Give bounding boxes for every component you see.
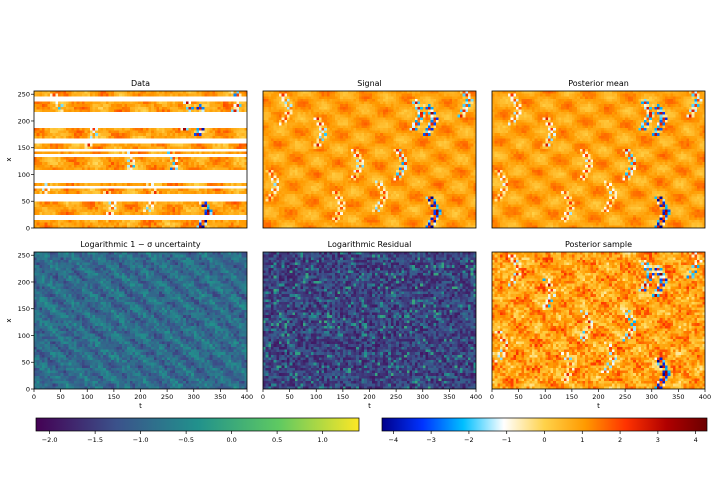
- colorbar-tick-label: 2: [618, 436, 622, 444]
- x-tick-label: 150: [108, 393, 120, 401]
- colorbar-tick-label: −2.0: [42, 436, 58, 444]
- y-axis-label: x: [5, 157, 13, 161]
- x-tick-label: 50: [285, 393, 293, 401]
- x-tick-label: 200: [134, 393, 146, 401]
- x-tick-label: 150: [337, 393, 349, 401]
- x-tick-label: 300: [188, 393, 200, 401]
- x-tick-label: 100: [310, 393, 322, 401]
- x-tick-label: 250: [390, 393, 402, 401]
- x-tick-label: 400: [699, 393, 711, 401]
- heatmap-image: [34, 252, 247, 389]
- panel-title: Posterior sample: [565, 240, 632, 249]
- x-tick-label: 0: [32, 393, 36, 401]
- colorbar-tick-label: 0.0: [226, 436, 236, 444]
- x-tick-label: 100: [81, 393, 93, 401]
- colorbar-tick-label: −1: [502, 436, 512, 444]
- x-tick-label: 250: [619, 393, 631, 401]
- x-axis-label: t: [597, 402, 600, 410]
- x-tick-label: 50: [56, 393, 64, 401]
- panel-4: Logarithmic 1 − σ uncertainty 0 50 100 150 20…: [5, 240, 253, 410]
- panel-title: Posterior mean: [568, 79, 629, 88]
- x-tick-label: 200: [363, 393, 375, 401]
- heatmap-image: [492, 91, 705, 228]
- panel-6: Posterior sample 0 50 100 150 200 250 300 350 400…: [490, 240, 711, 410]
- panel-3: Posterior mean: [491, 79, 706, 229]
- y-axis-label: x: [5, 318, 13, 322]
- colorbar-tick-label: 0.5: [272, 436, 282, 444]
- x-tick-label: 300: [417, 393, 429, 401]
- x-tick-label: 350: [214, 393, 226, 401]
- heatmap-image: [263, 252, 476, 389]
- y-tick-label: 250: [18, 91, 30, 99]
- panel-title: Signal: [357, 79, 382, 88]
- colorbar-tick-label: −1.5: [87, 436, 103, 444]
- y-tick-label: 100: [18, 171, 30, 179]
- colorbar-viridis: −2.0 −1.5 −1.0 −0.5 0.0 0.5 1.0: [35, 417, 360, 444]
- colorbar-tick-label: 4: [694, 436, 698, 444]
- panel-title: Logarithmic 1 − σ uncertainty: [80, 240, 201, 249]
- colorbar-tick-label: −2: [464, 436, 474, 444]
- x-axis-label: t: [139, 402, 142, 410]
- colorbar-tick-label: −1.0: [133, 436, 149, 444]
- y-tick-label: 0: [26, 385, 30, 393]
- colorbar-tick-label: 3: [656, 436, 660, 444]
- y-tick-label: 0: [26, 224, 30, 232]
- colorbar-tick-label: −3: [426, 436, 436, 444]
- heatmap-image: [263, 91, 476, 228]
- panel-2: Signal: [262, 79, 477, 229]
- y-tick-label: 100: [18, 332, 30, 340]
- x-tick-label: 300: [646, 393, 658, 401]
- x-tick-label: 0: [490, 393, 494, 401]
- x-tick-label: 350: [672, 393, 684, 401]
- axes-frame: [491, 90, 706, 229]
- colorbar-tick-label: 1.0: [317, 436, 327, 444]
- y-tick-label: 150: [18, 305, 30, 313]
- x-tick-label: 0: [261, 393, 265, 401]
- x-tick-label: 400: [241, 393, 253, 401]
- colorbar-tick-label: −0.5: [178, 436, 194, 444]
- panel-5: Logarithmic Residual 0 50 100 150 200 250 300 35…: [261, 240, 482, 410]
- colorbar-tick-label: 1: [580, 436, 584, 444]
- x-tick-label: 150: [566, 393, 578, 401]
- y-tick-label: 200: [18, 117, 30, 125]
- y-tick-label: 150: [18, 144, 30, 152]
- x-tick-label: 350: [443, 393, 455, 401]
- colorbar-tick-label: −4: [389, 436, 399, 444]
- x-tick-label: 100: [539, 393, 551, 401]
- colorbar-diverging: −4 −3 −2 −1 0 1 2 3 4: [381, 417, 708, 444]
- axes-frame: [33, 90, 248, 229]
- panel-1: Data 0 50 100 150 200 250 x: [5, 79, 248, 232]
- panel-title: Logarithmic Residual: [328, 240, 412, 249]
- y-tick-label: 200: [18, 278, 30, 286]
- colorbar-gradient: [35, 417, 360, 432]
- panel-title: Data: [131, 79, 150, 88]
- x-tick-label: 50: [514, 393, 522, 401]
- x-tick-label: 400: [470, 393, 482, 401]
- y-tick-label: 50: [22, 198, 30, 206]
- x-tick-label: 250: [161, 393, 173, 401]
- y-tick-label: 250: [18, 252, 30, 260]
- colorbar-tick-label: 0: [542, 436, 546, 444]
- x-axis-label: t: [368, 402, 371, 410]
- y-tick-label: 50: [22, 359, 30, 367]
- heatmap-image: [492, 252, 705, 389]
- x-tick-label: 200: [592, 393, 604, 401]
- axes-frame: [262, 90, 477, 229]
- heatmap-image: [34, 91, 247, 228]
- colorbar-gradient: [381, 417, 708, 432]
